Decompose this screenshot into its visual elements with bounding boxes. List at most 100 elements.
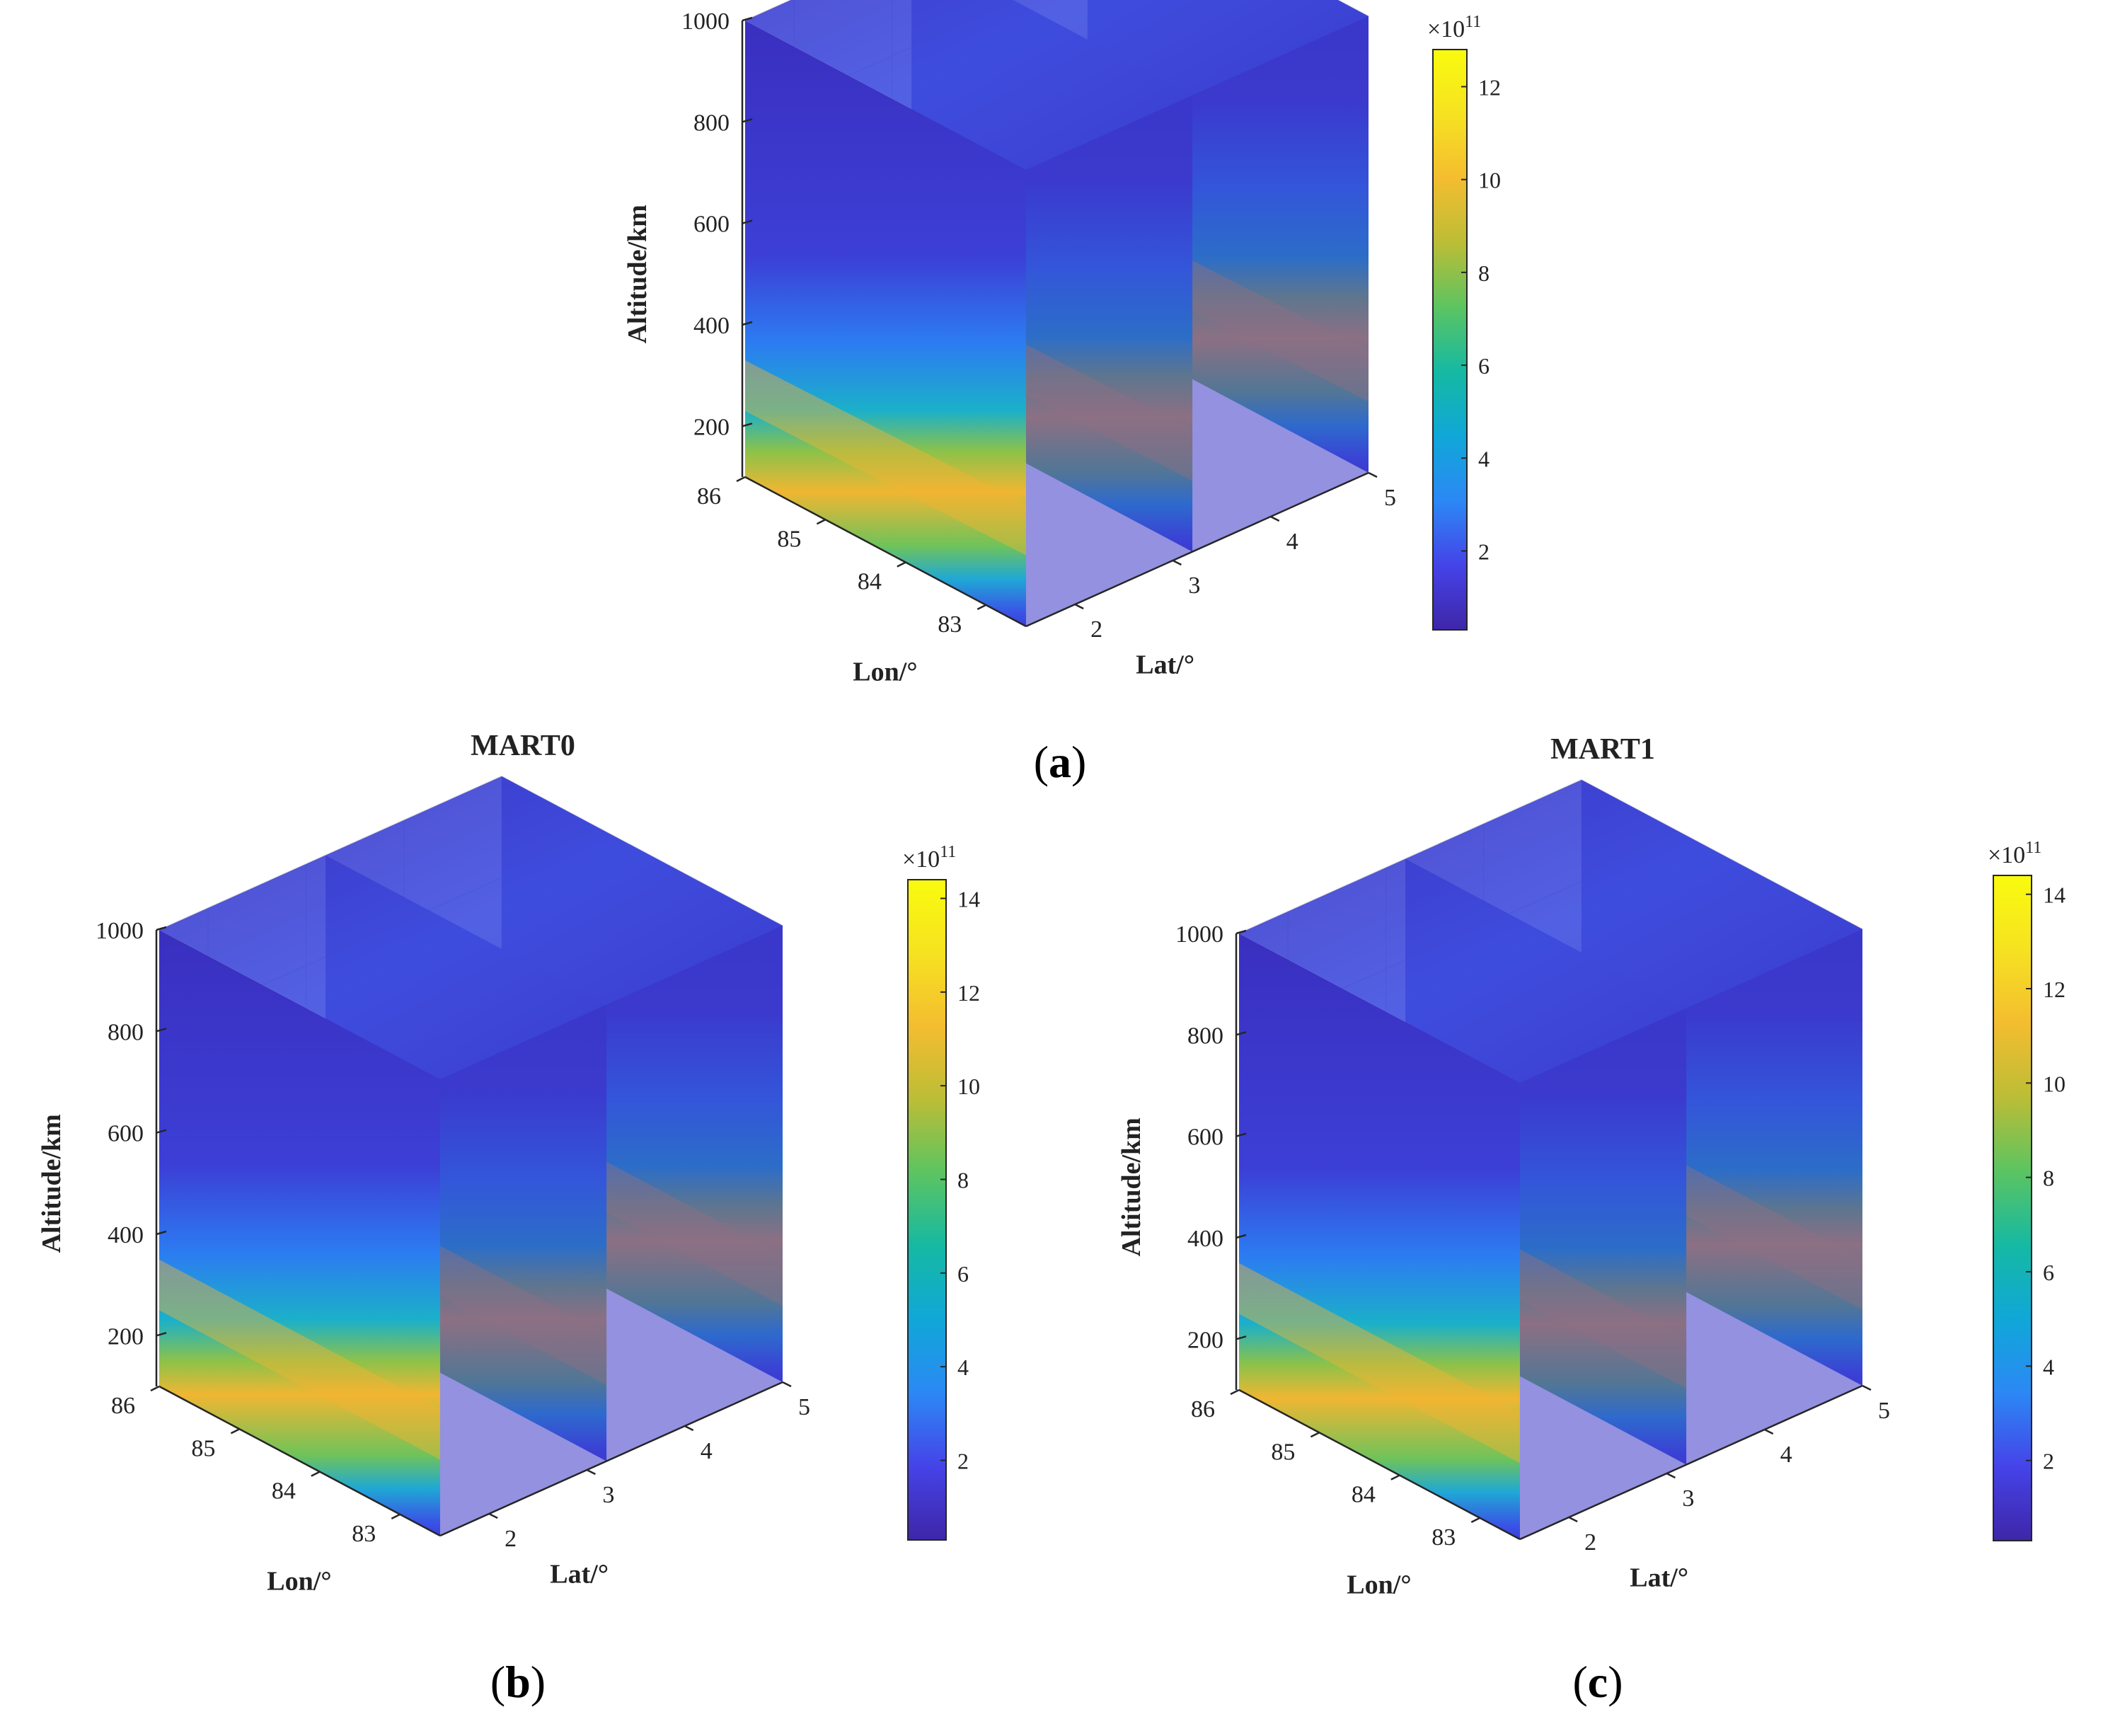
z-tick bbox=[156, 1332, 167, 1337]
z-tick bbox=[742, 321, 753, 326]
z-tick-label: 400 bbox=[1187, 1226, 1223, 1252]
z-tick-label: 600 bbox=[693, 212, 730, 238]
z-tick-label: 400 bbox=[108, 1222, 144, 1248]
y-axis-line bbox=[1519, 1384, 1863, 1541]
colorbar-exponent-power: 11 bbox=[940, 843, 956, 861]
z-tick bbox=[742, 118, 753, 123]
colorbar-tick-label: 2 bbox=[1478, 539, 1490, 564]
colorbar-tick-label: 8 bbox=[957, 1167, 969, 1192]
slice-lat-2 bbox=[1239, 933, 1520, 1539]
colorbar-tick-label: 6 bbox=[2043, 1260, 2054, 1285]
slice-lat-peak-band bbox=[159, 1259, 440, 1460]
y-tick bbox=[1074, 603, 1084, 610]
y-tick bbox=[488, 1512, 498, 1519]
colorbar-tick-label: 10 bbox=[2043, 1071, 2066, 1096]
x-tick bbox=[897, 561, 906, 568]
z-tick bbox=[742, 219, 753, 224]
x-tick bbox=[736, 476, 746, 483]
colorbar-exponent-power: 11 bbox=[1465, 13, 1481, 31]
x-tick-label: 86 bbox=[697, 483, 721, 510]
z-tick-label: 800 bbox=[693, 110, 730, 136]
x-tick bbox=[230, 1428, 240, 1435]
x-axis-label: Lon/° bbox=[853, 657, 917, 687]
colorbar-tick-label: 2 bbox=[2043, 1449, 2054, 1474]
chart-panel-c: 2004006008001000838485862345Altitude/kmL… bbox=[1117, 733, 2066, 1600]
slice-lat-peak-band bbox=[1239, 1263, 1520, 1464]
axes bbox=[150, 926, 792, 1537]
x-axis-line bbox=[744, 476, 1027, 628]
z-tick-label: 1000 bbox=[1175, 921, 1223, 948]
z-tick bbox=[1235, 1335, 1247, 1340]
slice-top-face bbox=[1239, 780, 1862, 1083]
panel-letter-c: c bbox=[1587, 1657, 1608, 1707]
x-tick-label: 85 bbox=[191, 1435, 215, 1461]
slice-lon-face bbox=[1520, 929, 1862, 1539]
x-tick bbox=[1390, 1474, 1400, 1481]
x-tick-label: 84 bbox=[858, 569, 882, 595]
colorbar-tick-label: 6 bbox=[1478, 353, 1490, 379]
colorbar-exponent: ×1011 bbox=[1427, 13, 1481, 42]
colorbar-tick-label: 12 bbox=[957, 980, 980, 1006]
x-axis-label: Lon/° bbox=[267, 1567, 331, 1597]
slice-lat-2 bbox=[745, 21, 1026, 626]
z-tick-label: 200 bbox=[693, 414, 730, 440]
z-tick-label: 200 bbox=[1187, 1327, 1223, 1353]
slice-lat-face bbox=[745, 21, 1026, 626]
y-tick bbox=[1172, 559, 1182, 566]
x-tick-labels: 83 84 85 86 bbox=[697, 483, 962, 638]
y-tick bbox=[684, 1425, 694, 1432]
y-tick-label: 4 bbox=[701, 1438, 713, 1464]
x-tick-label: 84 bbox=[1352, 1482, 1376, 1508]
chart-title: MART1 bbox=[1550, 733, 1655, 766]
colorbar-exponent-base: ×10 bbox=[1427, 16, 1465, 42]
panel-letter-b: b bbox=[505, 1657, 531, 1707]
y-tick-label: 2 bbox=[1584, 1529, 1596, 1556]
x-tick bbox=[1310, 1432, 1320, 1438]
y-tick-label: 4 bbox=[1286, 529, 1298, 555]
z-axis-label: Altitude/km bbox=[1117, 1117, 1146, 1256]
colorbar-tick-label: 12 bbox=[1478, 74, 1501, 100]
y-tick bbox=[1368, 471, 1378, 478]
y-tick bbox=[1270, 515, 1280, 522]
y-tick bbox=[782, 1381, 792, 1388]
z-tick bbox=[156, 1230, 167, 1236]
z-tick-label: 200 bbox=[108, 1323, 144, 1350]
colorbar-exponent-base: ×10 bbox=[1988, 842, 2025, 868]
y-axis-label: Lat/° bbox=[1136, 650, 1194, 679]
colorbar-tick-label: 4 bbox=[957, 1355, 969, 1380]
colorbar-exponent: ×1011 bbox=[1988, 839, 2041, 868]
x-tick-label: 83 bbox=[1431, 1524, 1456, 1551]
slice-lat-face bbox=[1239, 933, 1520, 1539]
slice-lat-2 bbox=[159, 930, 440, 1536]
z-tick-labels: 200 400 600 800 1000 bbox=[681, 8, 730, 440]
colorbar-tick-label: 14 bbox=[2043, 883, 2066, 908]
slice-lon-face bbox=[1026, 16, 1369, 626]
x-tick bbox=[311, 1471, 321, 1477]
z-tick bbox=[1235, 1234, 1247, 1239]
x-tick-label: 83 bbox=[352, 1521, 376, 1547]
axes bbox=[1230, 929, 1872, 1541]
y-tick-label: 4 bbox=[1780, 1442, 1792, 1468]
x-tick-label: 86 bbox=[111, 1393, 135, 1419]
x-axis-line bbox=[159, 1385, 441, 1537]
y-tick-label: 3 bbox=[1682, 1485, 1694, 1512]
colorbar-fill bbox=[1993, 875, 2032, 1541]
z-tick bbox=[742, 422, 753, 427]
chart-panel-b: 2004006008001000838485862345Altitude/kmL… bbox=[37, 730, 980, 1597]
y-tick-label: 2 bbox=[1090, 616, 1102, 643]
z-tick bbox=[156, 1129, 167, 1134]
x-axis-label: Lon/° bbox=[1347, 1570, 1411, 1600]
colorbar-tick-label: 8 bbox=[2043, 1166, 2054, 1191]
z-tick-label: 400 bbox=[693, 313, 730, 339]
z-tick-label: 600 bbox=[108, 1121, 144, 1147]
x-tick-label: 85 bbox=[777, 526, 801, 552]
z-tick bbox=[156, 926, 167, 931]
z-axis-label: Altitude/km bbox=[37, 1114, 67, 1253]
colorbar-exponent: ×1011 bbox=[902, 843, 956, 873]
axes bbox=[736, 16, 1378, 628]
z-tick bbox=[1235, 1132, 1247, 1137]
y-tick-labels: 2 3 4 5 bbox=[1584, 1398, 1890, 1556]
